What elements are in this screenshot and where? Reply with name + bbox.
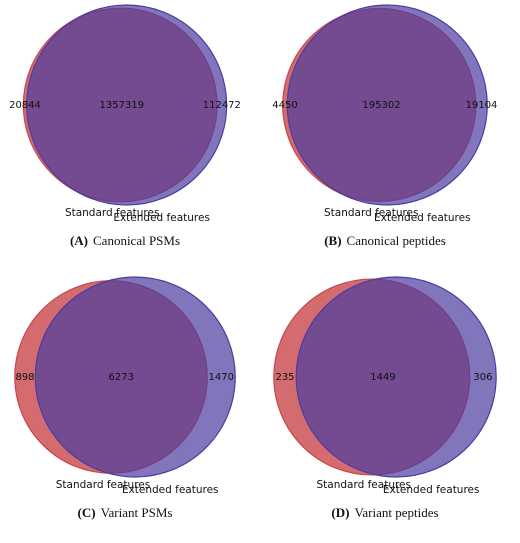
set-name: Standard features xyxy=(324,207,419,219)
caption-title: Canonical peptides xyxy=(347,233,446,248)
region-label: 1357319 xyxy=(100,100,145,111)
set-circle xyxy=(295,276,497,478)
caption-title: Variant PSMs xyxy=(101,505,173,520)
region-label: 4450 xyxy=(272,100,297,111)
caption-label: (C) xyxy=(78,505,96,520)
set-circle xyxy=(286,4,488,206)
caption: (C) Variant PSMs xyxy=(78,505,173,520)
region-label: 1470 xyxy=(209,372,234,383)
set-name: Standard features xyxy=(65,207,160,219)
set-name: Extended features xyxy=(113,212,210,224)
caption-label: (B) xyxy=(324,233,341,248)
caption-label: (A) xyxy=(70,233,88,248)
caption: (D) Variant peptides xyxy=(331,505,438,520)
set-name: Extended features xyxy=(374,212,471,224)
region-label: 898 xyxy=(15,372,34,383)
caption-title: Variant peptides xyxy=(354,505,438,520)
region-label: 19104 xyxy=(466,100,498,111)
set-name: Extended features xyxy=(383,484,480,496)
set-circle xyxy=(34,276,236,478)
region-label: 1449 xyxy=(370,372,395,383)
region-label: 112472 xyxy=(203,100,241,111)
caption: (A) Canonical PSMs xyxy=(70,233,180,248)
region-label: 195302 xyxy=(362,100,400,111)
region-label: 6273 xyxy=(109,372,134,383)
caption-title: Canonical PSMs xyxy=(93,233,180,248)
set-name: Standard features xyxy=(56,479,151,491)
region-label: 306 xyxy=(473,372,492,383)
set-circle xyxy=(26,4,228,206)
set-name: Standard features xyxy=(317,479,412,491)
venn-panel: 20844 1357319 112472 Standard featuresExten… xyxy=(9,4,241,248)
venn-panel: 4450 195302 19104 Standard featuresExtended… xyxy=(272,4,498,248)
set-name: Extended features xyxy=(122,484,219,496)
region-label: 235 xyxy=(275,372,294,383)
caption: (B) Canonical peptides xyxy=(324,233,446,248)
region-label: 20844 xyxy=(9,100,41,111)
caption-label: (D) xyxy=(331,505,349,520)
